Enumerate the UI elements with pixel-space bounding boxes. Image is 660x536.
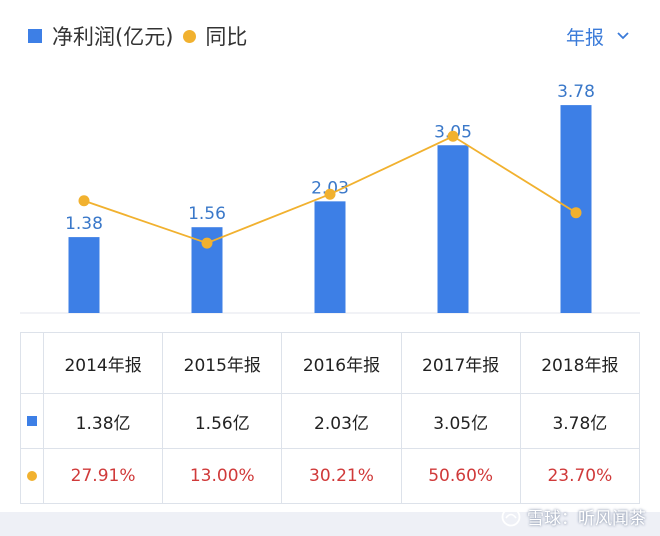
- chart-legend: 净利润(亿元) 同比: [28, 18, 247, 54]
- legend-bar-swatch: [28, 29, 42, 43]
- footer-bar: [0, 512, 660, 536]
- bar-value-label: 1.56: [188, 204, 226, 224]
- table-cell-profit: 2.03亿: [281, 393, 402, 449]
- table-cell-profit: 3.05亿: [400, 393, 521, 449]
- table-row-profit: 1.38亿 1.56亿 2.03亿 3.05亿 3.78亿: [20, 393, 641, 449]
- table-row-yoy-marker: [20, 448, 44, 504]
- snowball-logo-icon: [501, 507, 521, 526]
- legend-line-label: 同比: [205, 25, 248, 49]
- table-cell-yoy: 27.91%: [42, 448, 164, 504]
- table-header-cell: 2016年报: [281, 332, 402, 394]
- table-header-cell: 2017年报: [400, 332, 521, 394]
- square-icon: [27, 416, 37, 426]
- table-header-cell: 2014年报: [42, 332, 164, 394]
- yoy-point: [201, 237, 213, 249]
- table-header-row: 2014年报 2015年报 2016年报 2017年报 2018年报: [20, 332, 641, 394]
- legend-bar-label: 净利润(亿元): [52, 25, 174, 49]
- table-cell-yoy: 50.60%: [400, 448, 521, 504]
- table-cell-yoy: 30.21%: [281, 448, 402, 504]
- profit-bar: [314, 201, 346, 313]
- yoy-point: [78, 195, 90, 207]
- table-row-yoy: 27.91% 13.00% 30.21% 50.60% 23.70%: [20, 448, 641, 504]
- table-cell-yoy: 23.70%: [519, 448, 641, 504]
- data-table: 2014年报 2015年报 2016年报 2017年报 2018年报 1.38亿…: [20, 332, 641, 504]
- period-selector[interactable]: 年报: [566, 18, 630, 54]
- table-row-profit-marker: [20, 393, 44, 449]
- profit-bar: [437, 145, 469, 313]
- bar-value-label: 2.03: [311, 178, 349, 198]
- table-cell-profit: 3.78亿: [519, 393, 641, 449]
- watermark: 雪球：听风闻茶: [501, 504, 646, 529]
- table-header-cell: 2018年报: [519, 332, 641, 394]
- chevron-down-icon: [617, 32, 629, 40]
- yoy-point: [570, 207, 582, 219]
- bar-value-label: 3.78: [557, 82, 595, 102]
- profit-bar: [68, 237, 100, 313]
- yoy-point: [324, 188, 336, 200]
- dot-icon: [27, 471, 37, 481]
- table-cell-profit: 1.38亿: [42, 393, 164, 449]
- yoy-point: [447, 130, 459, 142]
- table-header-cell: 2015年报: [162, 332, 283, 394]
- table-corner-cell: [20, 332, 44, 394]
- table-cell-profit: 1.56亿: [162, 393, 283, 449]
- bar-value-label: 1.38: [65, 214, 103, 234]
- watermark-text: 雪球：听风闻茶: [527, 509, 646, 529]
- profit-chart: 1.381.562.033.053.78: [20, 82, 640, 314]
- table-cell-yoy: 13.00%: [162, 448, 283, 504]
- period-selector-label: 年报: [565, 26, 604, 49]
- legend-line-swatch: [183, 29, 197, 43]
